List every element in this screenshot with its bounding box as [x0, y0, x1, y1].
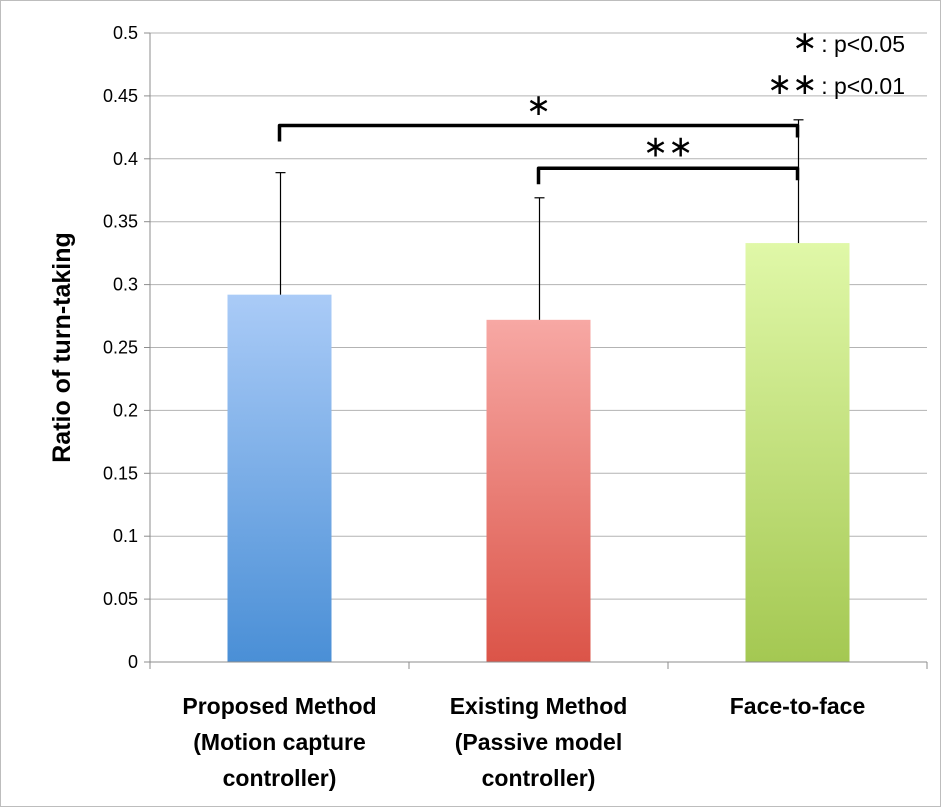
y-tick-label: 0.2: [113, 400, 138, 420]
significance-bracket: [536, 166, 800, 185]
significance-bracket: [277, 123, 800, 142]
x-category-label: Face-to-face: [730, 693, 865, 719]
y-tick-label: 0.05: [103, 589, 138, 609]
y-axis-label: Ratio of turn-taking: [48, 232, 76, 463]
y-tick-label: 0.4: [113, 149, 138, 169]
y-tick-label: 0.35: [103, 212, 138, 232]
x-category-label: Existing Method (Passive model controller): [450, 693, 628, 791]
legend-text: : p<0.05: [821, 31, 905, 57]
legend-entry: ∗: p<0.05: [792, 25, 905, 60]
error-bars: [275, 119, 804, 320]
x-category-line: (Passive model: [455, 729, 622, 755]
x-category-line: Existing Method: [450, 693, 628, 719]
significance-brackets: ∗∗∗: [277, 88, 800, 185]
legend-entry: ∗∗: p<0.01: [767, 67, 905, 102]
bars: [227, 243, 850, 662]
y-tick-label: 0.25: [103, 338, 138, 358]
y-tick-label: 0.3: [113, 275, 138, 295]
bar: [745, 243, 850, 662]
significance-stars: ∗∗: [643, 129, 693, 164]
y-tick-label: 0.15: [103, 463, 138, 483]
legend-text: : p<0.01: [821, 73, 905, 99]
legend-stars: ∗: [792, 25, 817, 60]
x-category-line: (Motion capture: [193, 729, 366, 755]
x-category-line: Face-to-face: [730, 693, 865, 719]
axes: 0 0.05 0.1 0.15 0.2 0.25 0.3 0.35 0.4 0.45 0.5 Prop…: [103, 23, 928, 791]
y-tick-label: 0: [128, 652, 138, 672]
legend-stars: ∗∗: [767, 67, 817, 102]
y-tick-label: 0.1: [113, 526, 138, 546]
bar: [486, 319, 591, 662]
y-tick-label: 0.5: [113, 23, 138, 43]
significance-stars: ∗: [526, 88, 551, 123]
x-category-label: Proposed Method (Motion capture controller…: [182, 693, 376, 791]
x-category-line: controller): [482, 765, 596, 791]
x-category-line: Proposed Method: [182, 693, 376, 719]
bar: [227, 294, 332, 662]
x-category-line: controller): [223, 765, 337, 791]
y-tick-label: 0.45: [103, 86, 138, 106]
significance-legend: ∗: p<0.05∗∗: p<0.01: [767, 25, 905, 102]
